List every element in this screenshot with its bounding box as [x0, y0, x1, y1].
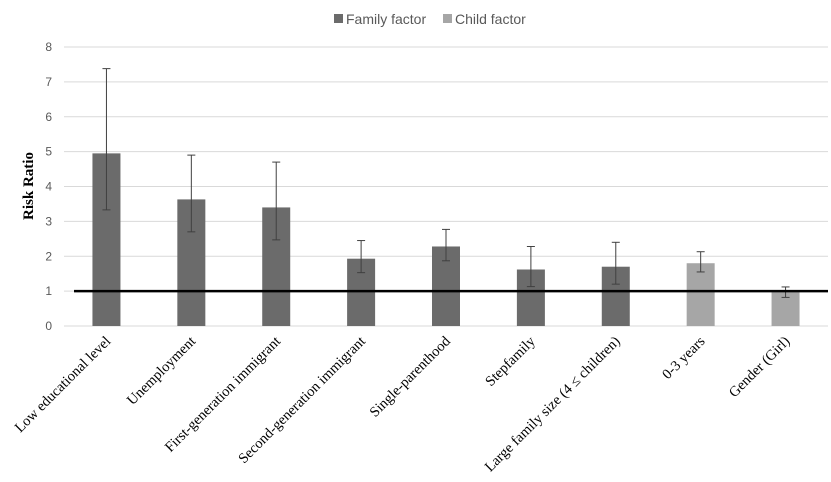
legend-label-child: Child factor [455, 11, 526, 27]
y-tick-label: 4 [45, 180, 52, 194]
y-tick-label: 7 [45, 75, 52, 89]
y-tick-label: 8 [45, 40, 52, 54]
y-tick-label: 2 [45, 249, 52, 263]
y-tick-label: 0 [45, 319, 52, 333]
y-tick-label: 1 [45, 284, 52, 298]
error-bar [187, 154, 196, 233]
error-bar [357, 240, 366, 274]
error-bars [102, 68, 790, 298]
x-tick-label: 0-3 years [659, 333, 708, 382]
bar [686, 263, 715, 326]
x-tick-label: Single-parenthood [367, 333, 455, 421]
x-tick-label: Gender (Girl) [726, 333, 794, 401]
y-axis-label: Risk Ratio [21, 152, 37, 220]
x-tick-label: Unemployment [124, 334, 199, 409]
y-tick-label: 5 [45, 145, 52, 159]
error-bar [442, 228, 450, 262]
x-tick-label: Large family size (4 ≤ children) [482, 333, 624, 475]
error-bar [611, 241, 620, 285]
y-axis-ticks: 0 1 2 3 4 5 6 7 8 [45, 40, 52, 333]
legend: Family factor Child factor [334, 11, 526, 27]
x-axis-ticks: Low educational level UnemploymentFirst-g… [12, 333, 794, 475]
error-bar [272, 161, 281, 241]
legend-swatch-family [334, 14, 343, 23]
x-tick-label: Low educational level [12, 334, 114, 436]
error-bar [696, 251, 705, 273]
error-bar [102, 68, 111, 211]
y-tick-label: 6 [45, 110, 52, 124]
y-tick-label: 3 [45, 214, 52, 228]
x-tick-label: Stepfamily [482, 333, 539, 390]
legend-label-family: Family factor [346, 11, 426, 27]
legend-swatch-child [443, 14, 452, 23]
error-bar [526, 245, 535, 288]
